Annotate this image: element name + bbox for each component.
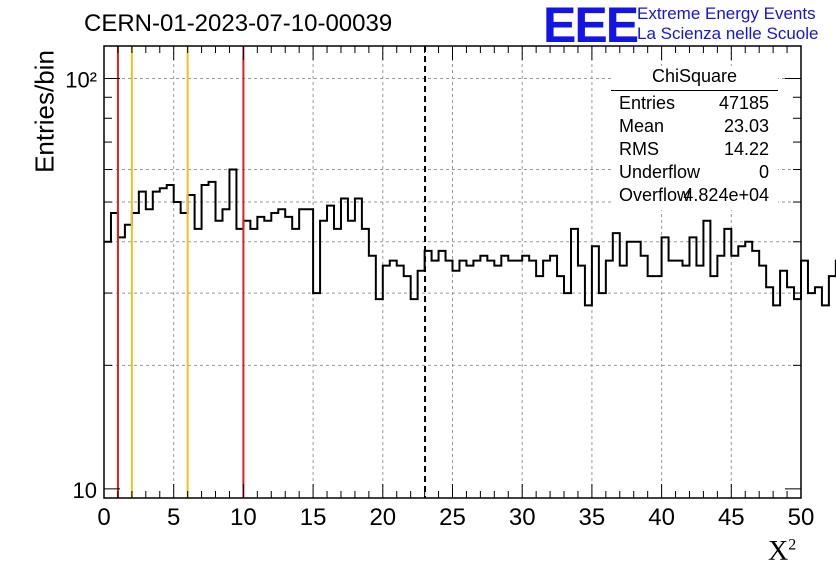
x-tick-label: 0 <box>97 504 110 531</box>
stats-label: Overflow <box>619 185 691 205</box>
logo-caption-line1: Extreme Energy Events <box>637 4 816 23</box>
x-tick-label: 45 <box>718 504 745 531</box>
x-tick-label: 10 <box>230 504 257 531</box>
stats-value: 23.03 <box>723 116 769 136</box>
x-tick-label: 50 <box>788 504 815 531</box>
x-tick-label: 40 <box>648 504 675 531</box>
stats-row-rms: RMS 14.22 <box>619 139 769 161</box>
stats-row-underflow: Underflow 0 <box>619 162 769 184</box>
stats-value: 47185 <box>718 93 769 113</box>
stats-value: 4.824e+04 <box>683 185 769 205</box>
stats-label: Underflow <box>619 162 701 182</box>
x-axis-label-superscript: 2 <box>788 536 797 554</box>
x-axis-label-symbol: Χ <box>768 536 789 567</box>
stats-title-rule <box>611 90 778 91</box>
logo-caption-line2: La Scienza nelle Scuole <box>637 24 819 43</box>
y-tick-label: 10² <box>65 67 97 92</box>
x-tick-label: 25 <box>439 504 466 531</box>
run-title: CERN-01-2023-07-10-00039 <box>84 10 393 37</box>
stats-label: RMS <box>619 139 659 159</box>
eee-logo: EEE <box>543 0 639 53</box>
stats-title: ChiSquare <box>651 66 738 86</box>
stats-row-overflow: Overflow 4.824e+04 <box>619 185 769 207</box>
stats-value: 0 <box>758 162 769 182</box>
x-axis-label: Χ2 <box>768 536 796 568</box>
x-tick-label: 5 <box>167 504 180 531</box>
stats-box: ChiSquare Entries 47185 Mean 23.03 RMS 1… <box>611 66 778 210</box>
x-tick-label: 15 <box>300 504 327 531</box>
histogram-series <box>104 168 836 307</box>
stats-row-entries: Entries 47185 <box>619 93 769 115</box>
stats-label: Entries <box>619 93 676 113</box>
x-tick-label: 30 <box>509 504 536 531</box>
x-tick-label: 20 <box>369 504 396 531</box>
stats-value: 14.22 <box>723 139 769 159</box>
stats-label: Mean <box>619 116 665 136</box>
y-axis-label: Entries/bin <box>29 50 60 173</box>
y-tick-label: 10 <box>73 478 97 503</box>
x-tick-label: 35 <box>579 504 606 531</box>
stats-row-mean: Mean 23.03 <box>619 116 769 138</box>
